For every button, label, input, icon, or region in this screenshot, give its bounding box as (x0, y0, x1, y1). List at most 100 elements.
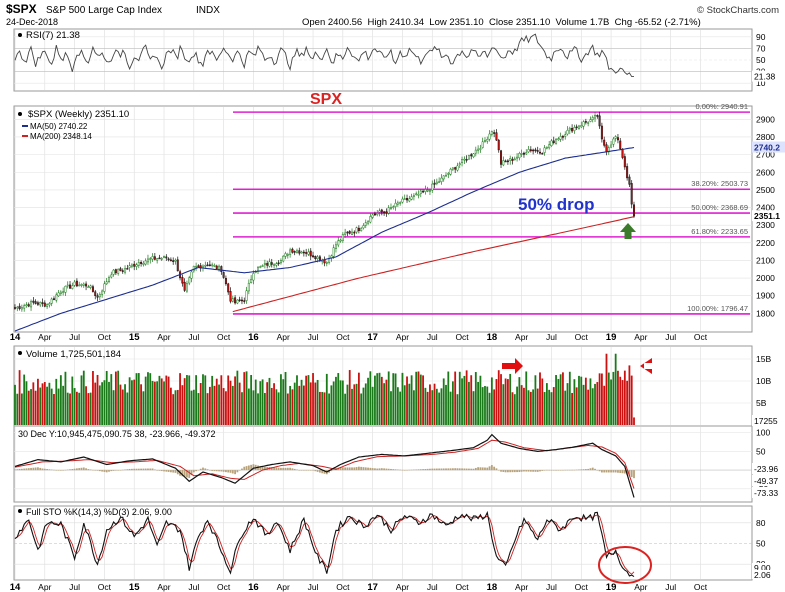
candle-body (89, 285, 92, 288)
rsi-line (14, 33, 634, 78)
macd-histogram-bar (259, 466, 262, 471)
candle-body (190, 271, 193, 279)
volume-bar (330, 385, 333, 425)
candle-body (621, 149, 624, 158)
volume-bar (614, 353, 617, 425)
candle-body (227, 283, 230, 293)
volume-bar (163, 381, 165, 425)
candle-body (236, 299, 239, 304)
price-panel-label: $SPX (Weekly) 2351.10 (28, 109, 129, 120)
volume-bar (133, 379, 136, 425)
candle-body (566, 130, 569, 135)
candle-body (110, 274, 113, 278)
macd-histogram-bar (59, 470, 62, 471)
macd-histogram-bar (133, 468, 136, 471)
macd-histogram-bar (208, 470, 211, 471)
macd-histogram-bar (341, 467, 344, 471)
candle-body (195, 265, 198, 268)
volume-bar (435, 388, 438, 425)
macd-histogram-bar (227, 470, 230, 473)
volume-bar (550, 392, 553, 425)
value-tag-label: 2740.2 (754, 143, 780, 153)
volume-bar (465, 370, 468, 425)
volume-bar (165, 375, 168, 425)
volume-bar (399, 391, 402, 425)
volume-bar (263, 392, 266, 425)
macd-histogram-bar (461, 468, 463, 471)
macd-histogram-bar (332, 469, 335, 471)
macd-histogram-bar (147, 468, 149, 471)
volume-bar (254, 379, 257, 425)
macd-histogram-bar (447, 468, 450, 471)
volume-bar (419, 374, 422, 425)
macd-histogram-bar (277, 467, 280, 471)
macd-histogram-bar (403, 470, 406, 471)
x-tick-label: Apr (38, 332, 51, 342)
macd-histogram-bar (82, 467, 85, 471)
volume-bar (229, 380, 232, 425)
volume-bar (321, 392, 324, 425)
volume-bar (403, 385, 406, 425)
candle-body (18, 305, 21, 309)
macd-histogram-bar (291, 468, 294, 471)
macd-histogram-bar (270, 467, 273, 471)
candle-body (424, 189, 427, 192)
candle-body (564, 134, 567, 137)
candle-body (364, 222, 367, 226)
macd-histogram-bar (151, 468, 154, 471)
volume-bar (610, 379, 612, 425)
macd-histogram-bar (383, 468, 386, 471)
macd-histogram-bar (101, 470, 104, 472)
candle-body (14, 307, 16, 309)
x-tick-label: Apr (634, 582, 647, 592)
macd-histogram-bar (401, 469, 404, 471)
macd-histogram-bar (534, 470, 537, 472)
candle-body (85, 283, 88, 287)
candle-body (71, 285, 74, 289)
macd-histogram-bar (41, 468, 44, 471)
candle-body (174, 259, 177, 262)
macd-histogram-bar (174, 470, 177, 473)
x-tick-label: Apr (277, 332, 290, 342)
macd-histogram-bar (371, 468, 374, 471)
macd-histogram-bar (511, 470, 514, 473)
macd-histogram-bar (32, 467, 35, 471)
candle-body (497, 139, 500, 151)
macd-histogram-bar (140, 468, 142, 471)
x-tick-label: 15 (129, 332, 140, 343)
volume-bar (114, 371, 117, 425)
macd-histogram-bar (445, 468, 447, 471)
candle-body (204, 265, 207, 267)
x-tick-label: 14 (10, 582, 21, 592)
candle-body (32, 300, 35, 303)
candle-body (149, 258, 152, 260)
macd-histogram-bar (30, 467, 32, 471)
volume-bar (518, 377, 521, 425)
macd-histogram-bar (16, 469, 19, 471)
rsi-y-tick: 50 (756, 55, 766, 65)
candle-body (128, 265, 131, 268)
volume-bar (516, 386, 518, 425)
candle-body (277, 262, 280, 265)
macd-histogram-bar (234, 470, 236, 475)
x-tick-label: Oct (336, 582, 350, 592)
volume-bar (305, 375, 308, 425)
drop-annotation: 50% drop (518, 195, 595, 214)
volume-bar (213, 385, 216, 425)
volume-bar (390, 391, 392, 425)
volume-bar (179, 373, 181, 425)
x-tick-label: Jul (546, 582, 557, 592)
candle-body (52, 298, 55, 300)
macd-histogram-bar (204, 468, 207, 471)
x-tick-label: 19 (606, 332, 617, 343)
volume-bar (433, 383, 436, 425)
volume-bar (110, 374, 113, 425)
candle-body (257, 267, 260, 272)
candle-body (312, 255, 315, 258)
volume-bar (573, 379, 576, 425)
macd-histogram-bar (580, 469, 583, 471)
candle-body (479, 148, 482, 150)
volume-bar (438, 392, 441, 425)
volume-bar (117, 370, 120, 425)
